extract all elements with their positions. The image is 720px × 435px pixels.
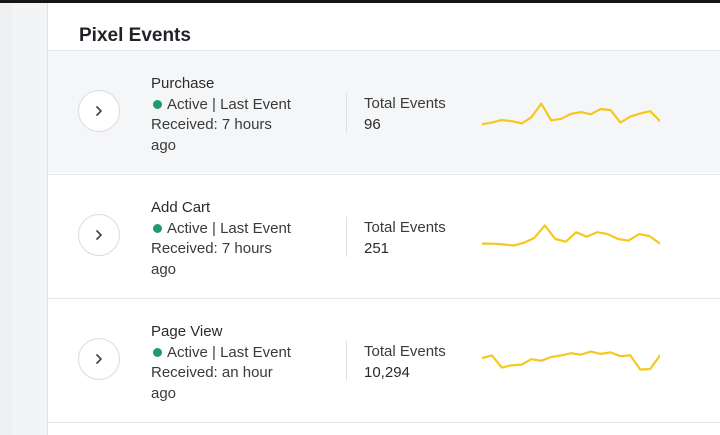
- event-received-tail: ago: [151, 384, 177, 402]
- event-received-tail: ago: [151, 136, 177, 154]
- event-totals: Total Events 10,294: [364, 342, 446, 383]
- status-active-dot-icon: [153, 347, 162, 357]
- event-sparkline: [482, 350, 660, 371]
- event-info: Add Cart Active | Last Event Received: 7…: [151, 198, 331, 280]
- expand-row-button[interactable]: [78, 90, 120, 132]
- event-row[interactable]: Add Cart Active | Last Event Received: 7…: [48, 174, 720, 297]
- event-totals: Total Events 251: [364, 218, 446, 259]
- chevron-right-icon: [96, 230, 102, 240]
- event-received: Received: 7 hours: [151, 116, 272, 133]
- event-row[interactable]: Purchase Active | Last Event Received: 7…: [48, 50, 720, 173]
- event-status: Active | Last Event: [167, 219, 291, 237]
- column-divider: [346, 217, 347, 257]
- status-active-dot-icon: [153, 223, 162, 233]
- event-received: Received: 7 hours: [151, 240, 272, 257]
- total-events-count: 251: [364, 239, 390, 257]
- event-totals: Total Events 96: [364, 94, 446, 135]
- chevron-right-icon: [96, 106, 102, 116]
- sparkline-path: [482, 224, 660, 247]
- event-status: Active | Last Event: [167, 343, 291, 361]
- event-sparkline: [482, 224, 660, 247]
- top-border: [0, 0, 720, 3]
- sparkline-path: [482, 350, 660, 371]
- event-name: Add Cart: [151, 199, 211, 216]
- chevron-right-icon: [96, 354, 102, 364]
- column-divider: [346, 93, 347, 133]
- total-events-label: Total Events: [364, 219, 446, 236]
- sparkline-path: [482, 102, 660, 126]
- event-name: Page View: [151, 323, 223, 340]
- pixel-events-panel: Pixel Events Purchase Active | Last Even…: [47, 3, 720, 435]
- event-sparkline: [482, 102, 660, 126]
- event-status: Active | Last Event: [167, 95, 291, 113]
- left-gutter: [0, 3, 12, 435]
- column-divider: [346, 341, 347, 381]
- panel-title: Pixel Events: [79, 25, 191, 46]
- status-active-dot-icon: [153, 99, 162, 109]
- event-info: Page View Active | Last Event Received: …: [151, 322, 331, 404]
- event-received-tail: ago: [151, 260, 177, 278]
- event-info: Purchase Active | Last Event Received: 7…: [151, 74, 331, 156]
- expand-row-button[interactable]: [78, 214, 120, 256]
- total-events-count: 96: [364, 115, 381, 133]
- event-received: Received: an hour: [151, 364, 273, 381]
- event-row[interactable]: Page View Active | Last Event Received: …: [48, 298, 720, 421]
- event-name: Purchase: [151, 75, 215, 92]
- list-bottom-border: [48, 422, 720, 423]
- total-events-count: 10,294: [364, 363, 410, 381]
- total-events-label: Total Events: [364, 95, 446, 112]
- expand-row-button[interactable]: [78, 338, 120, 380]
- total-events-label: Total Events: [364, 343, 446, 360]
